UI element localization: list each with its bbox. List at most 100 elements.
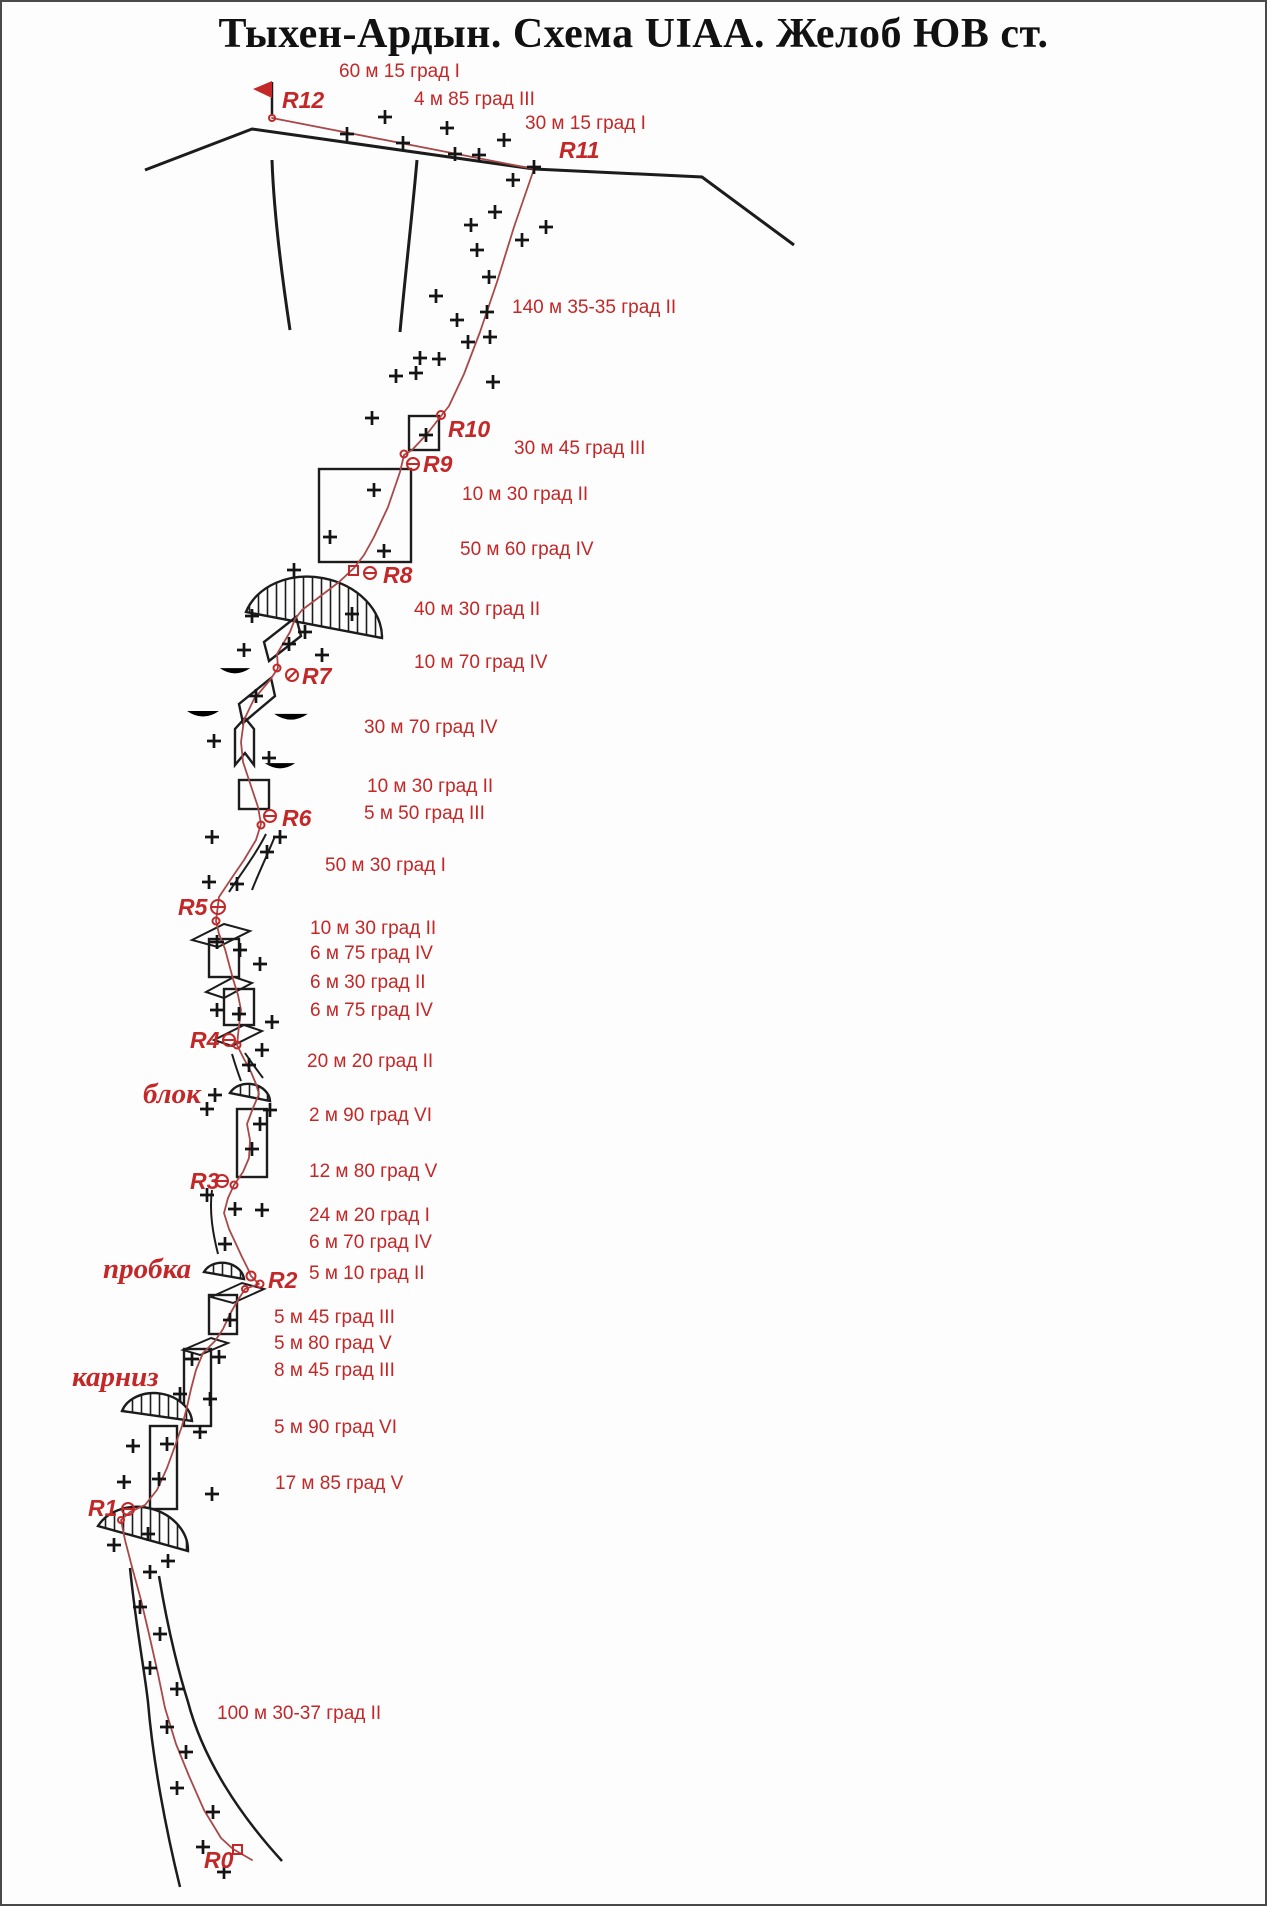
cross-mark [141,1527,155,1541]
block-r10 [407,414,441,452]
cross-mark [461,335,475,349]
overhang-dome-r8 [244,575,384,640]
cross-mark [107,1538,121,1552]
ledge-roof [180,1336,231,1357]
cross-mark [367,483,381,497]
cross-mark [255,1043,269,1057]
cross-mark [153,1627,167,1641]
cross-mark [377,544,391,558]
cross-mark [237,643,251,657]
cross-mark [185,1352,199,1366]
block-big [317,467,413,564]
station-label-R1: R1 [88,1495,117,1521]
chimney-banner [233,716,256,769]
cross-mark [262,751,276,765]
pitch-label: 40 м 30 град II [414,599,540,620]
cross-mark [486,375,500,389]
cross-mark [440,121,454,135]
pitch-label: 5 м 45 град III [274,1307,395,1328]
pitch-label: 5 м 80 град V [274,1333,392,1354]
cross-mark [450,313,464,327]
cross-mark [448,147,462,161]
station-marker-R6 [256,809,277,830]
cross-mark [170,1682,184,1696]
flake-diamond [262,614,303,664]
feature-label-block: блок [143,1078,202,1110]
cross-mark [345,607,359,621]
cross-mark [196,1840,210,1854]
pitch-label: 8 м 45 град III [274,1360,395,1381]
crack-flakes [233,614,303,769]
station-label-R0: R0 [204,1847,234,1873]
station-marker-R9 [399,449,420,471]
pitch-label: 10 м 30 град II [310,918,436,939]
pitch-label: 140 м 35-35 град II [512,297,676,318]
cross-mark [260,845,274,859]
station-marker-R5 [210,899,226,926]
cross-mark [161,1554,175,1568]
cross-mark [253,1117,267,1131]
overhang-domes [96,575,384,1553]
station-markers [117,81,446,1855]
pitch-label: 20 м 20 град II [307,1051,433,1072]
station-label-R8: R8 [383,562,413,588]
ledge-block [207,1293,239,1336]
cross-mark [242,1058,256,1072]
station-labels: R12 R11 R10 R9 R8 R7 R6 R5 R4 R3 R2 R1 R… [88,87,600,1873]
cross-mark [205,830,219,844]
ledge-block [148,1424,179,1511]
pitch-label: 5 м 90 град VI [274,1417,397,1438]
cross-mark [488,205,502,219]
station-label-R11: R11 [559,137,600,163]
cross-mark [205,1487,219,1501]
pitch-label: 100 м 30-37 град II [217,1703,381,1724]
station-label-R7: R7 [302,663,333,689]
pitch-label: 6 м 75 град IV [310,1000,433,1021]
cross-mark [464,218,478,232]
cross-mark [228,1202,242,1216]
pitch-label: 10 м 70 град IV [414,652,548,673]
feature-label-cornice: карниз [72,1361,159,1393]
station-marker-R10 [436,410,446,420]
cross-mark [365,411,379,425]
block-dome [228,1082,272,1103]
pitch-label: 30 м 45 град III [514,438,645,459]
station-label-R12: R12 [282,87,324,113]
cross-mark [482,270,496,284]
lower-gully-left [128,1567,182,1888]
cross-mark [200,1102,214,1116]
station-label-R10: R10 [448,416,490,442]
cross-mark [160,1437,174,1451]
cross-mark [315,648,329,662]
ledge-roof [208,1281,267,1305]
cross-mark [506,173,520,187]
cross-mark [212,1350,226,1364]
ledge-block [182,1347,213,1428]
cross-mark [497,133,511,147]
cross-mark [323,530,337,544]
cross-mark [179,1745,193,1759]
cross-mark [396,136,410,150]
cross-mark [515,233,529,247]
cross-mark [480,305,494,319]
pitch-label: 30 м 70 град IV [364,717,498,738]
cross-mark [152,1472,166,1486]
cross-mark [413,351,427,365]
station-marker-R12 [253,81,276,122]
chockstone-dome [202,1261,246,1281]
station-label-R5: R5 [178,894,209,920]
cross-mark [202,875,216,889]
cornice-dome [120,1391,194,1423]
pitch-labels: 60 м 15 град I 4 м 85 град III 30 м 15 г… [217,61,676,1724]
cross-mark [143,1661,157,1675]
couloir-line-left [270,159,292,331]
ledge-roof [203,975,255,1000]
pitch-label: 50 м 30 град I [325,855,446,876]
cross-mark [298,625,312,639]
station-label-R6: R6 [282,805,312,831]
pitch-label: 6 м 75 град IV [310,943,433,964]
lower-gully-right [157,1575,283,1862]
station-marker-R3 [215,1174,239,1190]
